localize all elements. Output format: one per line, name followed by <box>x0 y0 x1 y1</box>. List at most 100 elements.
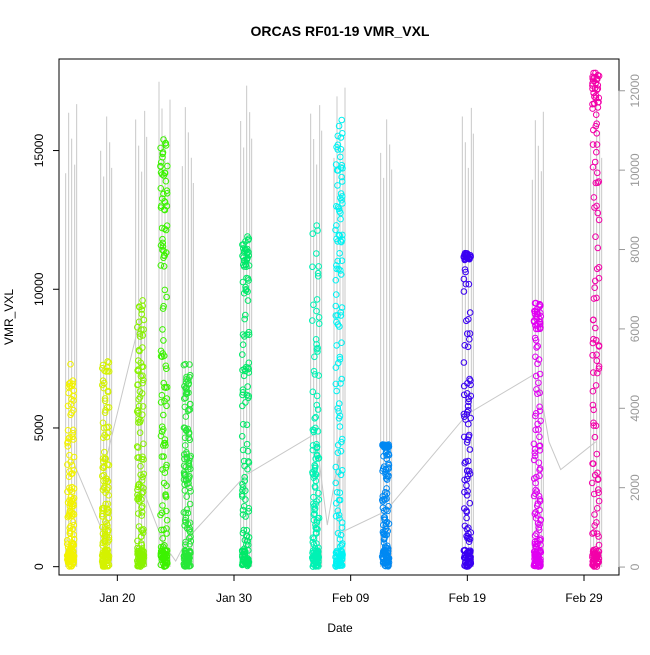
data-point <box>243 440 251 448</box>
data-point <box>104 358 111 365</box>
data-point <box>69 380 77 388</box>
data-point <box>162 491 169 498</box>
data-point <box>384 545 392 552</box>
data-point <box>466 499 474 507</box>
data-point <box>333 262 340 269</box>
data-point <box>339 552 346 559</box>
data-point <box>594 169 601 177</box>
data-point <box>590 563 598 570</box>
data-point <box>240 526 248 534</box>
data-point <box>243 527 251 534</box>
data-point <box>332 380 340 388</box>
data-point <box>181 481 188 488</box>
data-point <box>463 482 470 489</box>
data-point <box>593 551 601 559</box>
data-point <box>160 411 167 419</box>
data-point <box>180 469 188 476</box>
data-point <box>140 456 147 463</box>
data-point <box>160 563 168 570</box>
data-point <box>162 140 169 147</box>
data-point <box>336 250 343 257</box>
data-point <box>382 522 390 530</box>
right-axis-tick-label: 0 <box>628 563 642 570</box>
data-point <box>334 507 342 515</box>
data-point <box>239 484 247 491</box>
data-point <box>595 541 603 549</box>
data-point <box>465 398 472 406</box>
data-point <box>163 365 170 373</box>
data-point <box>245 369 253 376</box>
data-point <box>241 315 248 323</box>
data-point <box>159 466 166 473</box>
data-point <box>590 406 597 414</box>
data-point <box>336 353 344 361</box>
data-point <box>101 431 108 439</box>
data-point <box>160 549 168 557</box>
data-point <box>104 500 112 508</box>
data-point <box>66 507 74 515</box>
data-point <box>181 403 189 411</box>
data-point <box>309 317 316 324</box>
data-point <box>338 375 346 383</box>
data-point <box>104 538 111 546</box>
data-point <box>590 126 597 134</box>
data-point <box>241 462 248 470</box>
data-point <box>311 467 318 474</box>
data-point <box>535 379 542 387</box>
data-point <box>240 372 248 380</box>
data-point <box>161 439 169 447</box>
data-point <box>182 394 189 402</box>
data-point <box>99 486 107 494</box>
data-point <box>332 463 340 471</box>
data-point <box>135 402 143 410</box>
data-point <box>466 535 474 543</box>
data-point <box>592 69 599 77</box>
data-point <box>244 233 251 240</box>
data-point <box>136 330 144 338</box>
data-point <box>466 467 473 475</box>
data-point <box>160 190 167 198</box>
data-point <box>163 293 170 301</box>
data-point <box>385 441 392 448</box>
data-point <box>183 506 191 513</box>
data-point <box>595 343 603 350</box>
data-point <box>591 158 599 166</box>
data-point <box>338 196 345 204</box>
data-point <box>462 254 470 262</box>
data-point <box>64 513 72 521</box>
data-point <box>243 537 251 545</box>
data-point <box>309 230 317 237</box>
data-point <box>533 386 540 393</box>
data-point <box>383 555 390 562</box>
data-point <box>64 439 71 447</box>
data-point <box>137 462 144 470</box>
data-point <box>70 500 77 508</box>
data-point <box>139 557 146 565</box>
data-point <box>591 204 598 211</box>
data-point <box>588 479 596 487</box>
data-point <box>313 341 320 348</box>
data-point <box>310 500 317 508</box>
data-point <box>339 200 346 207</box>
data-point <box>535 524 543 531</box>
data-point <box>70 541 78 549</box>
data-point <box>185 434 193 442</box>
axes-layer: 0 5000 10000 15000 0 2000 4000 6000 8000 10000 120… <box>32 58 642 605</box>
data-point <box>159 546 166 553</box>
data-point <box>160 263 168 270</box>
data-point <box>135 346 143 354</box>
data-point <box>337 380 344 387</box>
data-point <box>186 454 194 462</box>
data-point <box>311 510 318 517</box>
data-point <box>244 383 251 390</box>
data-point <box>65 383 72 391</box>
data-point <box>67 400 75 408</box>
data-point <box>315 372 323 379</box>
data-point <box>461 342 469 349</box>
data-point <box>337 190 345 197</box>
right-axis-tick-label: 2000 <box>628 474 642 501</box>
data-point <box>337 267 344 274</box>
data-point <box>465 535 473 542</box>
data-point <box>239 421 247 428</box>
chart-title: ORCAS RF01-19 VMR_VXL <box>251 23 430 39</box>
